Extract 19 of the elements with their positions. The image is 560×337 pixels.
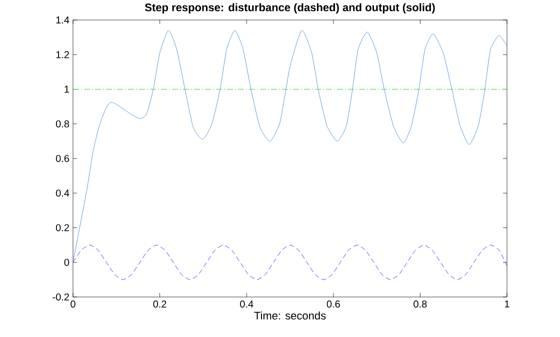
x-tick-label: 0.2 (153, 300, 166, 308)
chart-title: Step response: disturbance (dashed) and output (solid) (144, 3, 435, 14)
y-tick-label: 1 (64, 86, 69, 93)
x-tick-label: 0.8 (414, 300, 427, 308)
y-tick-label: 1.4 (56, 16, 70, 24)
y-tick-label: 0.2 (56, 224, 69, 232)
x-tick-label: 1 (504, 300, 510, 308)
line-series (73, 244, 507, 280)
y-tick-label: 0.8 (56, 120, 70, 128)
x-tick-label: 0.6 (326, 300, 340, 308)
y-tick-label: 0.6 (56, 154, 70, 162)
y-tick-label: -0.2 (52, 293, 69, 301)
y-tick-label: 0.4 (56, 190, 70, 197)
x-tick-label: 0 (70, 300, 76, 308)
x-tick-label: 0.4 (240, 300, 254, 308)
line-series (73, 30, 507, 263)
x-axis-title: Time: seconds (254, 311, 326, 320)
y-tick-label: 1.2 (56, 51, 69, 58)
y-tick-label: 0 (64, 258, 70, 266)
